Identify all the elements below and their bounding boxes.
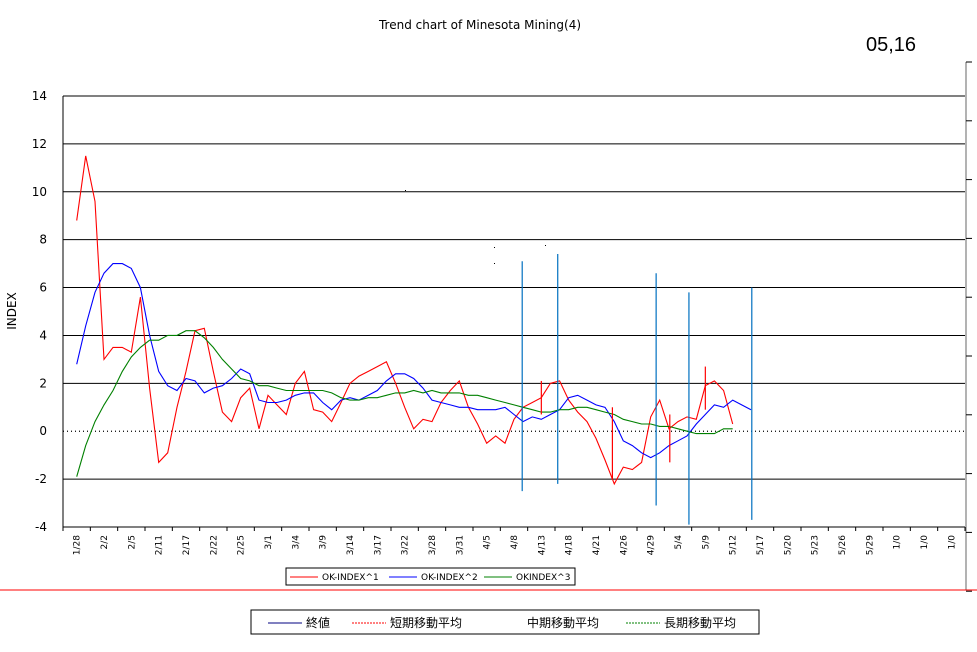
x-tick-label: 3/17 <box>373 535 383 555</box>
y-tick-label: 10 <box>32 185 47 199</box>
x-tick-label: 4/8 <box>510 535 520 550</box>
moving-average-legend-frame <box>250 609 760 635</box>
x-tick-label: 5/29 <box>865 535 875 555</box>
x-tick-label: 4/29 <box>647 535 657 555</box>
x-tick-labels: 1/28 2/2 2/5 2/11 2/17 2/22 2/25 3/1 3/4 3/9 3/14 3… <box>73 535 958 555</box>
x-tick-label: 3/4 <box>291 535 301 550</box>
right-margin-ticks <box>965 61 972 592</box>
x-tick-label: 5/12 <box>729 535 739 555</box>
x-tick-label: 3/31 <box>455 535 465 555</box>
x-tick-label: 3/22 <box>401 535 411 555</box>
y-axis-label: INDEX <box>5 292 19 330</box>
x-tick-label: 4/18 <box>565 535 575 555</box>
legend-label-short: 短期移動平均 <box>390 616 462 630</box>
x-tick-label: 1/28 <box>73 535 83 555</box>
x-tick-label: 5/20 <box>783 535 793 555</box>
legend-label-mid: 中期移動平均 <box>527 615 599 630</box>
x-tick-label: 2/2 <box>100 535 110 549</box>
x-tick-label: 5/26 <box>838 535 848 555</box>
chart-title: Trend chart of Minesota Mining(4) <box>378 18 581 32</box>
x-tick-label: 5/9 <box>701 535 711 550</box>
y-tick-label: 2 <box>39 376 47 390</box>
y-tick-label: 8 <box>39 233 47 247</box>
legend-label-long: 長期移動平均 <box>664 616 736 630</box>
stray-mark <box>494 263 495 264</box>
x-tick-label: 1/0 <box>893 535 903 550</box>
x-tick-label: 3/14 <box>346 535 356 555</box>
series-legend: OK-INDEX^1 OK-INDEX^2 OKINDEX^3 <box>285 567 576 586</box>
x-tick-label: 2/5 <box>127 535 137 549</box>
series-lines <box>76 155 752 486</box>
x-tick-label: 5/4 <box>674 535 684 550</box>
x-tick-label: 1/0 <box>920 535 930 550</box>
legend-label-series1: OK-INDEX^1 <box>322 573 379 583</box>
axes <box>62 96 966 531</box>
x-tick-label: 1/0 <box>947 535 957 550</box>
x-tick-label: 2/11 <box>155 535 165 555</box>
x-tick-label: 4/26 <box>619 535 629 555</box>
y-tick-label: -2 <box>35 472 47 486</box>
x-tick-label: 5/23 <box>811 535 821 555</box>
vertical-markers <box>521 254 753 525</box>
x-tick-label: 3/28 <box>428 535 438 555</box>
series-line-1 <box>76 155 734 486</box>
y-tick-label: -4 <box>35 520 47 534</box>
stray-mark <box>405 190 406 191</box>
grid-lines <box>63 95 965 528</box>
x-tick-label: 4/5 <box>483 535 493 549</box>
x-tick-label: 4/13 <box>537 535 547 555</box>
x-tick-label: 3/1 <box>264 535 274 549</box>
legend-label-series2: OK-INDEX^2 <box>421 573 478 583</box>
date-stamp: 05,16 <box>866 34 916 56</box>
y-tick-label: 12 <box>32 137 47 151</box>
stray-mark <box>494 247 495 248</box>
legend-label-series3: OKINDEX^3 <box>516 573 570 583</box>
series-line-2 <box>76 263 752 459</box>
y-tick-labels: -4 -2 0 2 4 6 8 10 12 14 <box>32 89 47 534</box>
legend-label-close: 終値 <box>306 615 330 630</box>
y-tick-label: 0 <box>39 424 47 438</box>
x-tick-label: 2/25 <box>237 535 247 555</box>
x-tick-label: 5/17 <box>756 535 766 555</box>
series-line-3 <box>76 330 733 477</box>
x-tick-label: 2/22 <box>209 535 219 555</box>
moving-average-legend: 終値 短期移動平均 中期移動平均 長期移動平均 <box>250 609 760 635</box>
x-tick-label: 3/9 <box>319 535 329 550</box>
stray-mark <box>545 245 546 246</box>
y-tick-label: 6 <box>39 281 47 295</box>
y-tick-label: 4 <box>39 328 47 342</box>
series-legend-frame <box>285 567 576 586</box>
x-tick-label: 2/17 <box>182 535 192 555</box>
y-tick-label: 14 <box>32 89 47 103</box>
x-tick-label: 4/21 <box>592 535 602 555</box>
